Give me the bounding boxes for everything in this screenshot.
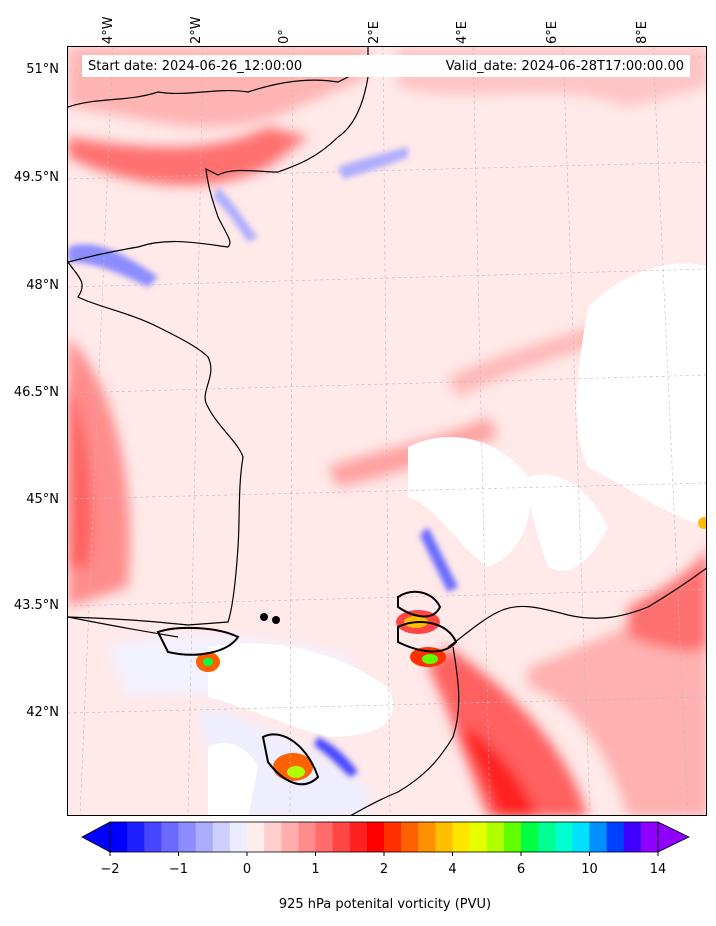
colorbar-tick-label: 10 — [581, 862, 598, 877]
colorbar-segment — [384, 822, 402, 852]
colorbar-segment — [486, 822, 505, 852]
colorbar-segment — [229, 822, 248, 852]
colorbar-segment — [606, 822, 625, 852]
colorbar-segment — [195, 822, 214, 852]
colorbar-tick-label: 6 — [516, 862, 526, 877]
colorbar-segment — [315, 822, 334, 852]
latitude-label: 45°N — [26, 492, 59, 507]
latitude-label: 42°N — [26, 705, 59, 720]
colorbar-segment — [418, 822, 436, 852]
latitude-label: 49.5°N — [13, 170, 59, 185]
valid-date-label: Valid_date: 2024-06-28T17:00:00.00 — [445, 58, 684, 74]
longitude-label: 4°W — [101, 16, 116, 44]
colorbar-segment — [144, 822, 162, 852]
colorbar-segment — [161, 822, 180, 852]
colorbar-segment — [212, 822, 231, 852]
colorbar-tick-label: 2 — [379, 862, 389, 877]
colorbar-tick-label: 4 — [448, 862, 457, 877]
colorbar-segment — [469, 822, 488, 852]
longitude-label: 6°E — [545, 21, 560, 44]
negative-pv-streaks — [68, 147, 458, 777]
longitude-label: 0° — [277, 29, 292, 44]
latitude-label: 46.5°N — [13, 385, 59, 400]
colorbar-title: 925 hPa potenital vorticity (PVU) — [278, 897, 492, 912]
colorbar-over-arrow — [657, 821, 690, 853]
colorbar-segment — [281, 822, 299, 852]
colorbar-segment — [401, 822, 419, 852]
latitude-label: 43.5°N — [13, 598, 59, 613]
colorbar-segment — [623, 822, 642, 852]
latitude-label: 51°N — [26, 62, 59, 77]
colorbar — [81, 821, 690, 856]
colorbar-segment — [589, 822, 608, 852]
longitude-label: 4°E — [455, 21, 470, 44]
potential-vorticity-map — [68, 47, 706, 815]
map-panel — [67, 46, 707, 816]
colorbar-tick-label: −1 — [168, 862, 189, 877]
colorbar-segment — [298, 822, 317, 852]
longitude-label: 8°E — [635, 21, 650, 44]
longitude-label: 2°E — [367, 21, 382, 44]
colorbar-segment — [127, 822, 145, 852]
colorbar-segment — [521, 822, 539, 852]
missing-data-regions — [208, 263, 706, 815]
colorbar-under-arrow — [81, 821, 111, 853]
colorbar-segment — [264, 822, 282, 852]
colorbar-segment — [349, 822, 368, 852]
colorbar-segment — [178, 822, 197, 852]
longitude-label: 2°W — [189, 16, 204, 44]
colorbar-segment — [366, 822, 385, 852]
colorbar-segment — [247, 822, 265, 852]
run-info-bar: Start date: 2024-06-26_12:00:00 Valid_da… — [82, 55, 690, 77]
colorbar-segment — [110, 822, 128, 852]
latitude-label: 48°N — [26, 278, 59, 293]
colorbar-tick-label: 1 — [311, 862, 320, 877]
city-marker — [260, 613, 268, 621]
colorbar-segment — [452, 822, 471, 852]
colorbar-tick-label: 0 — [242, 862, 252, 877]
colorbar-segment — [572, 822, 591, 852]
start-date-label: Start date: 2024-06-26_12:00:00 — [88, 58, 303, 74]
colorbar-tick-label: 14 — [649, 862, 667, 877]
colorbar-segment — [538, 822, 556, 852]
colorbar-segment — [555, 822, 573, 852]
colorbar-segment — [640, 822, 659, 852]
colorbar-segment — [332, 822, 351, 852]
colorbar-tick-label: −2 — [100, 862, 120, 877]
city-marker — [272, 616, 280, 624]
coastlines — [68, 47, 706, 815]
colorbar-segment — [503, 822, 522, 852]
colorbar-segment — [435, 822, 454, 852]
